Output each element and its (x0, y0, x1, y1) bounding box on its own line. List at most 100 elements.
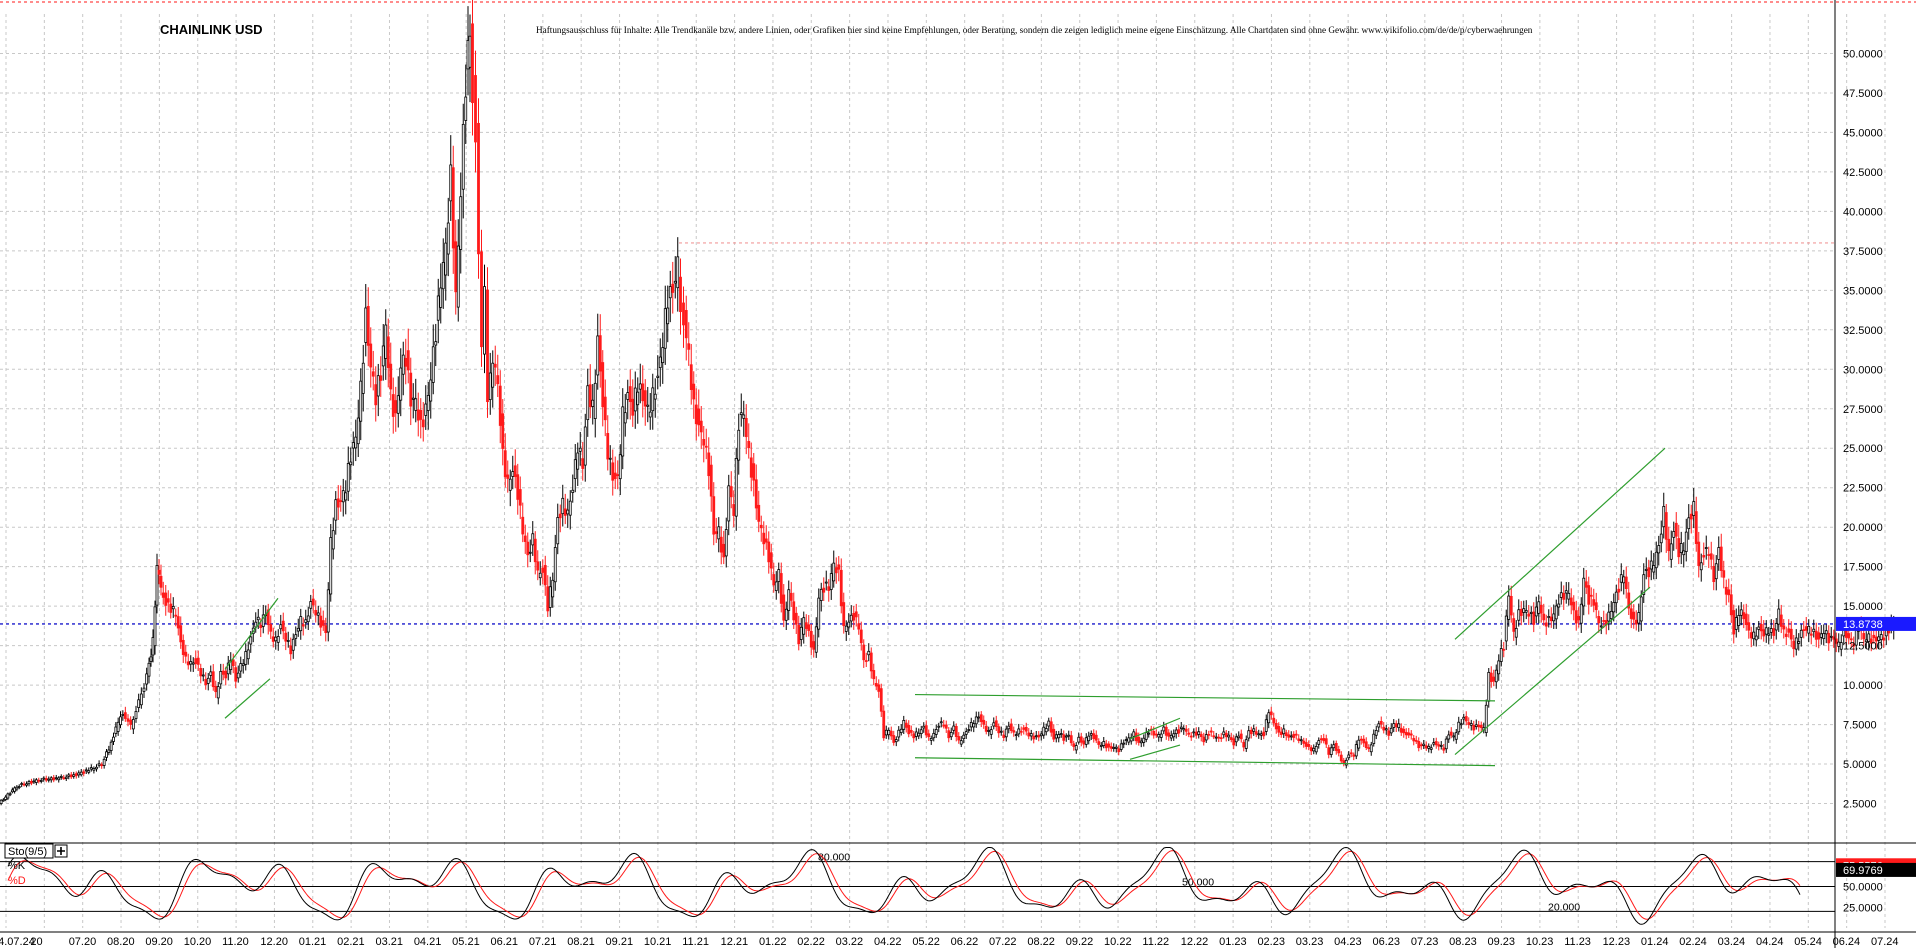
candle-body (1549, 616, 1553, 622)
candle-body (1077, 736, 1081, 743)
candle-body (49, 777, 53, 781)
candle-body (44, 778, 48, 781)
candle-body (1472, 724, 1476, 731)
candle-body (149, 656, 153, 662)
candle-body (884, 729, 888, 736)
candle-body (1179, 726, 1183, 729)
x-tick-label: 04.24 (1756, 936, 1784, 948)
candle-body (351, 442, 355, 449)
candle-body (553, 547, 557, 583)
candle-body (1367, 747, 1371, 750)
candle-body (1092, 733, 1096, 740)
candle-body (289, 645, 293, 655)
candle-body (1569, 597, 1573, 606)
candle-body (929, 737, 933, 741)
candle-body (1204, 734, 1208, 741)
candle-body (1232, 738, 1236, 746)
trendline (1129, 717, 1181, 740)
candle-body (1879, 634, 1883, 641)
candle-body (309, 601, 313, 609)
candle-body (1484, 704, 1488, 733)
x-tick-label: 03.24 (1718, 936, 1746, 948)
candle-body (1419, 744, 1423, 747)
candle-body (1479, 724, 1483, 728)
x-tick-label: 06.21 (491, 936, 519, 948)
candle-body (1622, 576, 1626, 584)
candle-body (628, 386, 632, 403)
candle-body (444, 242, 448, 276)
candle-body (211, 671, 215, 688)
candle-body (266, 609, 270, 626)
candle-body (1234, 736, 1238, 743)
candle-body (236, 672, 240, 679)
candle-body (767, 541, 771, 563)
candle-body (1632, 611, 1636, 620)
candle-body (899, 728, 903, 733)
candle-body (807, 624, 811, 631)
candle-body (316, 612, 320, 616)
candle-body (533, 538, 537, 563)
candle-body (802, 617, 806, 635)
candle-body (759, 524, 763, 529)
candlesticks (0, 0, 1896, 806)
candle-body (1162, 726, 1166, 732)
candle-body (874, 683, 878, 687)
candle-body (1357, 739, 1361, 749)
candle-body (77, 772, 81, 776)
candle-body (752, 463, 756, 481)
candle-body (1624, 576, 1628, 589)
x-tick-label: 09.21 (606, 936, 634, 948)
candle-body (409, 372, 413, 407)
y-tick-label: 50.0000 (1843, 48, 1883, 60)
candle-body (1762, 629, 1766, 637)
candle-body (1764, 627, 1768, 635)
candle-body (1834, 638, 1838, 644)
candle-body (779, 573, 783, 604)
candle-body (371, 371, 375, 377)
candle-body (1087, 735, 1091, 742)
candle-body (742, 414, 746, 419)
candle-body (1439, 744, 1443, 747)
candle-body (719, 536, 723, 553)
candle-body (1229, 737, 1233, 740)
candle-body (1097, 741, 1101, 745)
candle-body (892, 735, 896, 743)
candle-body (1389, 727, 1393, 734)
candle-body (1144, 732, 1148, 740)
candle-body (1152, 730, 1156, 736)
x-tick-label: 24.07.24 (0, 936, 35, 948)
candle-body (513, 465, 517, 477)
candle-body (1774, 623, 1778, 631)
candle-body (989, 729, 993, 735)
candle-body (521, 516, 525, 535)
candle-body (707, 452, 711, 477)
candle-body (1014, 734, 1018, 737)
candle-body (1279, 731, 1283, 735)
candle-body (824, 581, 828, 584)
candle-body (1412, 738, 1416, 742)
candle-body (1659, 533, 1663, 544)
candle-body (1244, 739, 1248, 749)
candle-body (241, 663, 245, 666)
candle-body (329, 537, 333, 595)
stoch-k-legend: %K (8, 860, 26, 872)
candle-body (22, 783, 26, 786)
candle-body (1872, 634, 1876, 639)
candle-body (1544, 622, 1548, 627)
candle-body (1064, 735, 1068, 738)
stoch-label-box[interactable] (4, 843, 54, 859)
candle-body (454, 241, 458, 293)
candle-body (1254, 731, 1258, 735)
candle-body (551, 579, 555, 598)
candle-body (1017, 728, 1021, 735)
candle-body (1404, 731, 1408, 736)
candle-body (1207, 733, 1211, 736)
candle-body (32, 780, 36, 783)
trendline (1129, 744, 1181, 760)
candle-body (1122, 742, 1126, 745)
candle-body (952, 725, 956, 731)
candle-body (97, 763, 101, 766)
candle-body (1657, 545, 1661, 554)
